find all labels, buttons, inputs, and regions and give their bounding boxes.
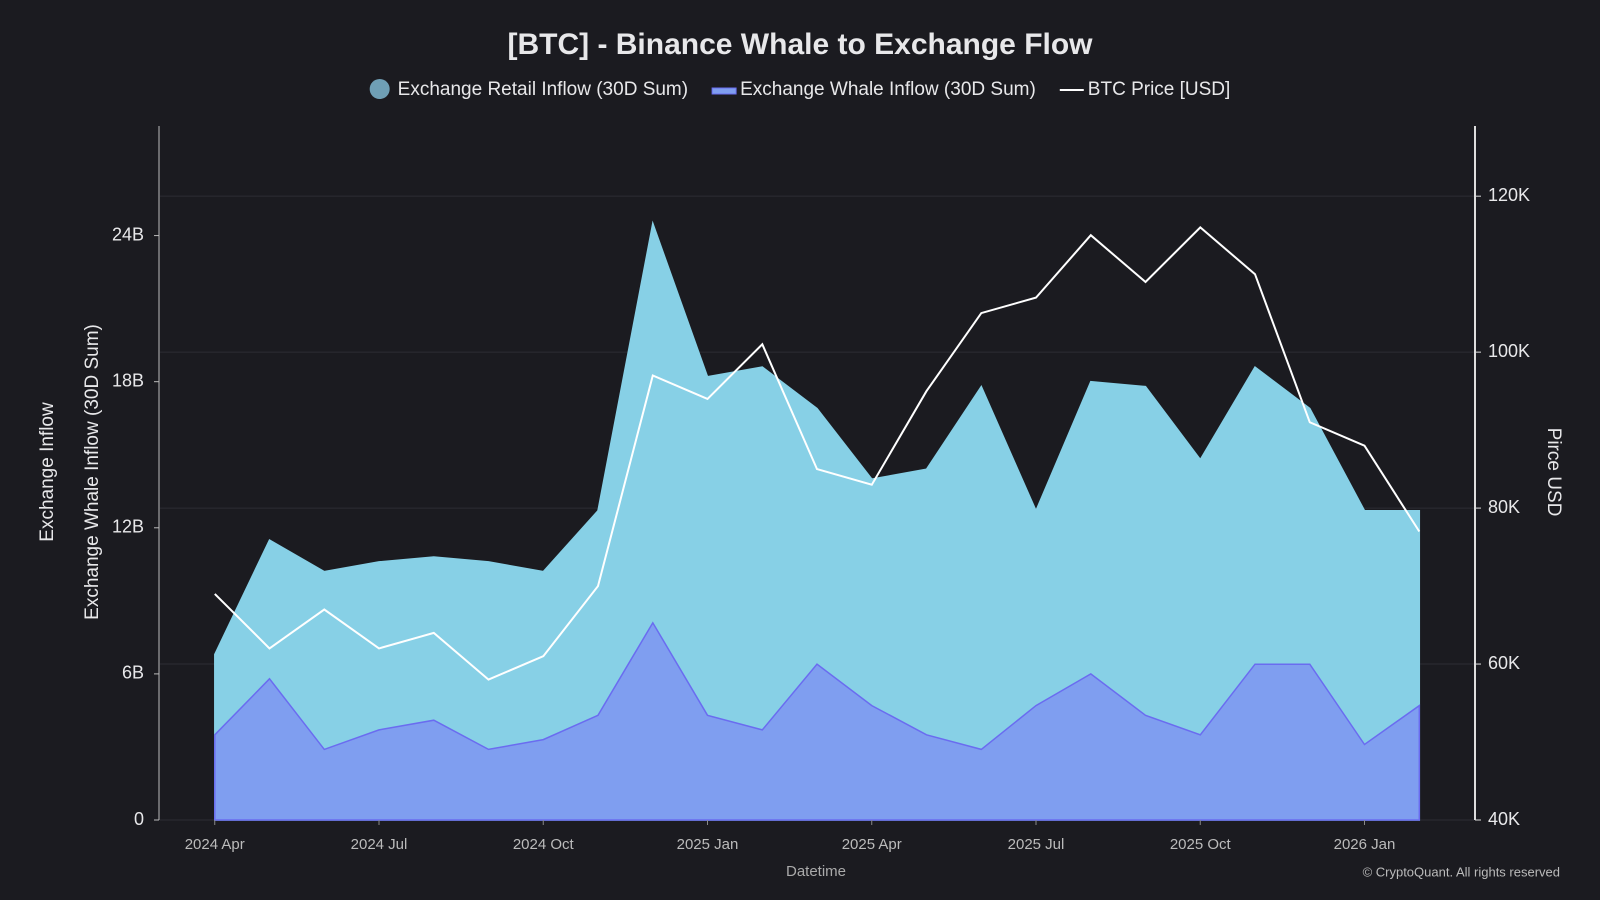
y2-tick-label: 40K	[1488, 809, 1520, 829]
y2-axis-label: Pirce USD	[1543, 428, 1564, 517]
x-tick-label: 2024 Jul	[351, 836, 408, 853]
y2-tick-label: 60K	[1488, 653, 1520, 673]
legend-label: Exchange Whale Inflow (30D Sum)	[740, 79, 1036, 100]
legend-label: BTC Price [USD]	[1088, 79, 1231, 100]
y2-tick-label: 120K	[1488, 185, 1530, 205]
chart-title: [BTC] - Binance Whale to Exchange Flow	[507, 28, 1093, 61]
x-tick-label: 2026 Jan	[1334, 836, 1396, 853]
x-tick-label: 2024 Apr	[185, 836, 245, 853]
legend-item: BTC Price [USD]	[1059, 79, 1231, 100]
x-tick-label: 2024 Oct	[513, 836, 575, 853]
legend: Exchange Retail Inflow (30D Sum) Exchange…	[369, 79, 1231, 100]
y-tick-label: 24B	[112, 224, 144, 244]
legend-item: Exchange Whale Inflow (30D Sum)	[711, 79, 1036, 100]
y-axis-label: Exchange Whale Inflow (30D Sum)	[82, 324, 103, 620]
y-tick-label: 0	[134, 809, 144, 829]
y-axis-label: Exchange Inflow	[37, 402, 58, 542]
y-tick-label: 6B	[122, 663, 144, 683]
legend-marker	[711, 87, 737, 95]
x-axis-label: Datetime	[786, 863, 846, 880]
line	[214, 226, 1421, 681]
y-tick-label: 12B	[112, 517, 144, 537]
legend-label: Exchange Retail Inflow (30D Sum)	[398, 79, 688, 100]
x-tick-label: 2025 Jul	[1008, 836, 1065, 853]
y2-tick-label: 100K	[1488, 341, 1530, 361]
x-tick-label: 2025 Jan	[677, 836, 739, 853]
legend-item: Exchange Retail Inflow (30D Sum)	[369, 79, 688, 100]
x-tick-label: 2025 Oct	[1170, 836, 1232, 853]
y-tick-label: 18B	[112, 370, 144, 390]
area	[214, 220, 1421, 821]
x-tick-label: 2025 Apr	[842, 836, 902, 853]
y2-tick-label: 80K	[1488, 497, 1520, 517]
area	[214, 621, 1421, 821]
credit: © CryptoQuant. All rights reserved	[1363, 864, 1560, 879]
legend-marker	[369, 79, 390, 99]
